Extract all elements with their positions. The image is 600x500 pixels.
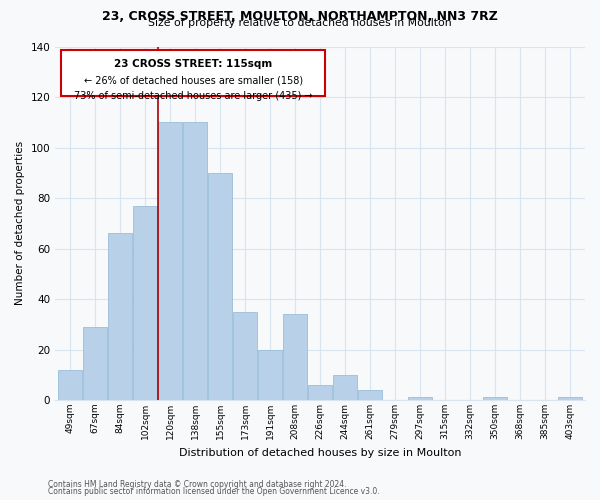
Text: Size of property relative to detached houses in Moulton: Size of property relative to detached ho… — [148, 18, 452, 28]
Bar — [408, 398, 432, 400]
Bar — [333, 375, 357, 400]
Bar — [183, 122, 207, 400]
Bar — [108, 234, 132, 400]
Text: Contains public sector information licensed under the Open Government Licence v3: Contains public sector information licen… — [48, 487, 380, 496]
Bar — [208, 173, 232, 400]
Bar — [58, 370, 82, 400]
Bar — [308, 385, 332, 400]
Text: 23 CROSS STREET: 115sqm: 23 CROSS STREET: 115sqm — [114, 59, 272, 69]
X-axis label: Distribution of detached houses by size in Moulton: Distribution of detached houses by size … — [179, 448, 461, 458]
Bar — [258, 350, 282, 400]
Text: Contains HM Land Registry data © Crown copyright and database right 2024.: Contains HM Land Registry data © Crown c… — [48, 480, 347, 489]
FancyBboxPatch shape — [61, 50, 325, 96]
Bar — [233, 312, 257, 400]
Y-axis label: Number of detached properties: Number of detached properties — [15, 141, 25, 306]
Text: 23, CROSS STREET, MOULTON, NORTHAMPTON, NN3 7RZ: 23, CROSS STREET, MOULTON, NORTHAMPTON, … — [102, 10, 498, 23]
Bar — [83, 327, 107, 400]
Bar — [483, 398, 507, 400]
Bar — [558, 398, 582, 400]
Bar — [358, 390, 382, 400]
Text: 73% of semi-detached houses are larger (435) →: 73% of semi-detached houses are larger (… — [74, 90, 313, 101]
Bar — [158, 122, 182, 400]
Bar — [133, 206, 157, 400]
Bar — [283, 314, 307, 400]
Text: ← 26% of detached houses are smaller (158): ← 26% of detached houses are smaller (15… — [83, 76, 303, 86]
